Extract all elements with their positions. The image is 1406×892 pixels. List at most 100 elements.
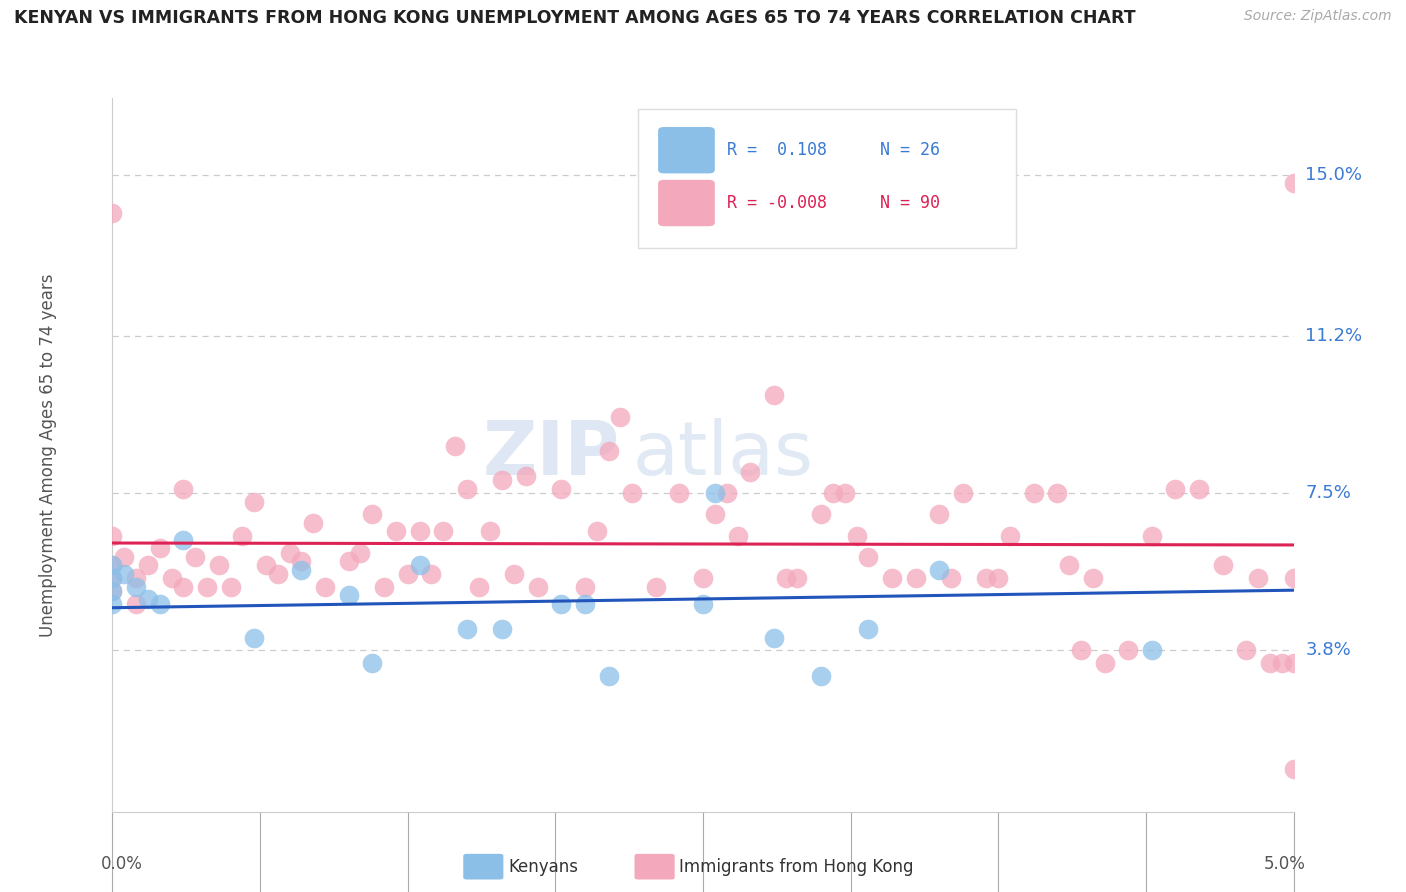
Point (703, 508, 725, 522)
Point (184, 549, 207, 564)
Point (112, 566, 135, 581)
Point (810, 669, 832, 683)
Point (880, 571, 903, 585)
Text: 0.0%: 0.0% (101, 855, 142, 872)
Point (976, 571, 998, 585)
Point (998, 528, 1021, 542)
Text: N = 26: N = 26 (880, 141, 941, 159)
Point (1258, 656, 1281, 670)
FancyBboxPatch shape (634, 854, 675, 880)
Point (195, 580, 218, 594)
Point (432, 524, 454, 539)
Point (858, 549, 880, 564)
Point (845, 528, 868, 542)
Text: R = -0.008: R = -0.008 (727, 194, 827, 212)
Point (1140, 643, 1163, 657)
Point (125, 580, 148, 594)
Point (775, 571, 797, 585)
Point (172, 580, 194, 594)
Point (1282, 571, 1305, 585)
Point (349, 546, 371, 560)
Point (101, 558, 124, 573)
Point (692, 597, 714, 611)
Point (928, 563, 950, 577)
Point (598, 443, 620, 458)
Text: Unemployment Among Ages 65 to 74 years: Unemployment Among Ages 65 to 74 years (38, 273, 56, 637)
Text: 11.2%: 11.2% (1305, 327, 1362, 345)
Point (290, 554, 312, 568)
Point (503, 566, 526, 581)
Point (1070, 643, 1092, 657)
Point (172, 533, 194, 547)
Point (1234, 643, 1257, 657)
Point (160, 571, 183, 585)
Point (361, 508, 384, 522)
Point (727, 528, 749, 542)
Point (278, 546, 301, 560)
Point (1116, 643, 1139, 657)
Point (1188, 482, 1211, 496)
Point (125, 571, 148, 585)
Point (302, 516, 325, 530)
Point (786, 571, 808, 585)
Point (1247, 571, 1270, 585)
Point (408, 524, 430, 539)
Text: N = 90: N = 90 (880, 194, 941, 212)
Point (1046, 486, 1069, 500)
FancyBboxPatch shape (658, 127, 714, 173)
Point (219, 580, 242, 594)
Point (1022, 486, 1045, 500)
Point (361, 656, 384, 670)
Point (644, 580, 666, 594)
Point (208, 558, 231, 573)
Point (149, 597, 172, 611)
Point (101, 571, 124, 585)
Point (1282, 656, 1305, 670)
Point (101, 597, 124, 611)
Text: ZIP: ZIP (484, 418, 620, 491)
Text: Source: ZipAtlas.com: Source: ZipAtlas.com (1244, 9, 1392, 23)
Point (314, 580, 336, 594)
Point (1212, 558, 1234, 573)
Point (420, 566, 443, 581)
Point (1057, 558, 1080, 573)
Point (692, 571, 714, 585)
Point (136, 558, 159, 573)
Point (101, 571, 124, 585)
Point (668, 486, 690, 500)
Point (939, 571, 962, 585)
Point (810, 508, 832, 522)
Point (526, 580, 548, 594)
Point (515, 469, 537, 483)
Text: 3.8%: 3.8% (1305, 641, 1351, 659)
Point (821, 486, 844, 500)
Point (101, 558, 124, 573)
Point (396, 566, 419, 581)
Point (987, 571, 1010, 585)
Point (456, 622, 478, 636)
Text: R =  0.108: R = 0.108 (727, 141, 827, 159)
Text: 7.5%: 7.5% (1305, 484, 1351, 502)
Point (456, 482, 478, 496)
Text: 15.0%: 15.0% (1305, 166, 1362, 184)
Point (550, 597, 572, 611)
Point (1094, 656, 1116, 670)
Point (585, 524, 607, 539)
Point (574, 580, 596, 594)
Point (112, 549, 135, 564)
Point (1282, 762, 1305, 776)
Text: 5.0%: 5.0% (1264, 855, 1305, 872)
FancyBboxPatch shape (638, 109, 1017, 248)
Point (491, 474, 513, 488)
Point (952, 486, 974, 500)
Point (716, 486, 738, 500)
Point (609, 409, 631, 424)
Point (337, 554, 360, 568)
Point (408, 558, 430, 573)
Point (149, 541, 172, 556)
Point (101, 583, 124, 598)
Point (385, 524, 408, 539)
Point (762, 631, 785, 645)
Point (621, 486, 644, 500)
Point (373, 580, 395, 594)
